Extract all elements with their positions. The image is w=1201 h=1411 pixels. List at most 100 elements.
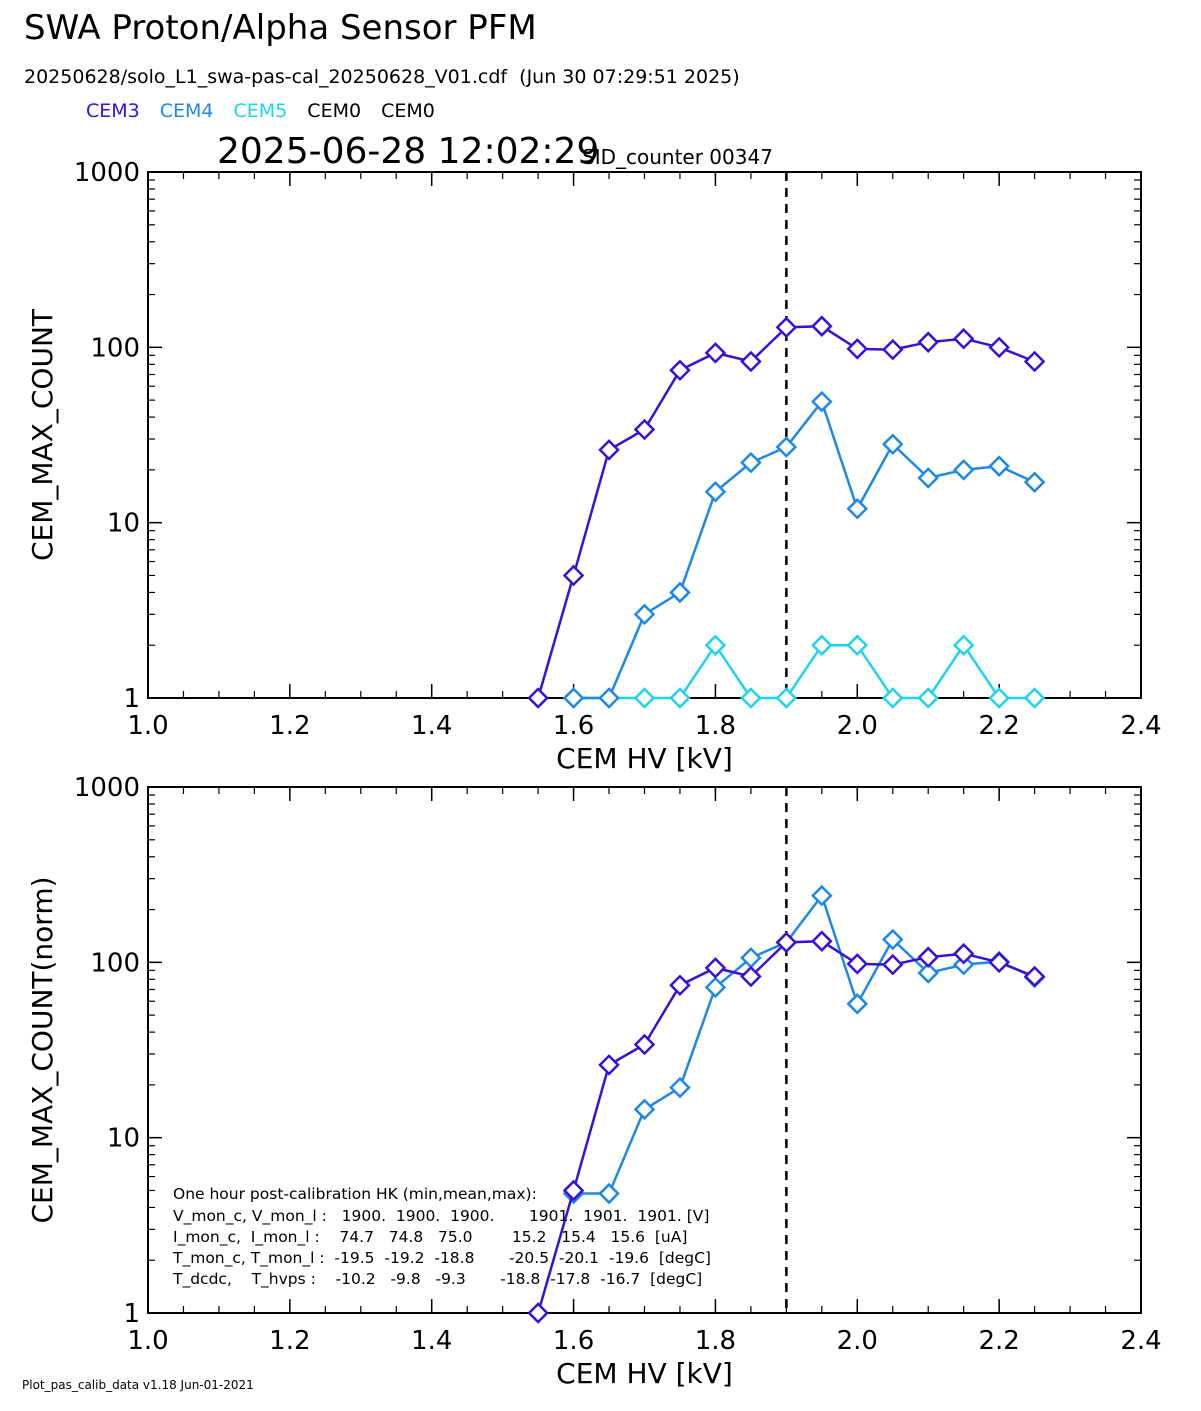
chart-title: SWA Proton/Alpha Sensor PFM	[24, 8, 537, 48]
data-point-cem4	[846, 993, 869, 1015]
x-tick-label: 2.0	[837, 711, 878, 741]
y-tick-label: 1	[123, 684, 140, 714]
legend-item-cem0-a: CEM0	[307, 100, 362, 122]
footer-version: Plot_pas_calib_data v1.18 Jun-01-2021	[22, 1378, 254, 1392]
data-point-cem4	[881, 433, 904, 456]
data-point-cem3	[811, 315, 833, 337]
hk-title: One hour post-calibration HK (min,mean,m…	[173, 1185, 537, 1203]
data-point-cem3	[917, 331, 939, 353]
x-axis-label: CEM HV [kV]	[556, 1357, 733, 1390]
data-point-cem4	[988, 455, 1010, 477]
sid-counter: SID_counter 00347	[582, 145, 773, 169]
data-point-cem3	[669, 974, 691, 997]
data-point-cem5	[811, 634, 833, 656]
y-tick-label: 1000	[74, 158, 140, 188]
data-point-cem5	[669, 687, 691, 709]
data-point-cem4	[740, 451, 762, 474]
x-tick-label: 2.0	[837, 1326, 878, 1356]
data-point-cem4	[669, 1076, 691, 1099]
data-layer	[527, 787, 1046, 1324]
data-point-cem4	[669, 581, 691, 604]
data-point-cem4	[775, 436, 798, 458]
x-tick-label: 1.0	[127, 1326, 168, 1356]
data-point-cem5	[846, 634, 869, 656]
data-point-cem4	[952, 459, 975, 481]
data-point-cem3	[917, 946, 939, 968]
plot-2: 1.0 1.2 1.4 1.6 1.8 2.0 2.2 2.4 1 10 100 1000 CEM HV…	[26, 773, 1162, 1390]
x-tick-label: 1.4	[411, 711, 452, 741]
legend-item-cem5: CEM5	[233, 100, 288, 122]
x-tick-label: 2.4	[1120, 711, 1161, 741]
data-point-cem3	[846, 338, 869, 360]
data-point-cem4	[811, 884, 833, 907]
data-point-cem3	[598, 439, 620, 461]
y-axis-label: CEM_MAX_COUNT(norm)	[26, 876, 59, 1223]
data-layer	[527, 172, 1046, 709]
hk-row: T_mon_c, T_mon_l : -19.5 -19.2 -18.8 -20…	[172, 1249, 711, 1268]
x-axis-label: CEM HV [kV]	[556, 742, 733, 775]
x-tick-label: 1.2	[269, 1326, 310, 1356]
y-tick-label: 100	[90, 948, 140, 978]
data-point-cem5	[740, 687, 762, 709]
legend-item-cem0-b: CEM0	[381, 100, 435, 122]
data-point-cem4	[704, 481, 727, 503]
y-tick-label: 10	[107, 509, 140, 539]
hk-row: T_dcdc, T_hvps : -10.2 -9.8 -9.3 -18.8 -…	[172, 1270, 702, 1289]
data-point-cem3	[952, 327, 975, 350]
data-point-cem3	[740, 350, 762, 373]
x-tick-label: 1.8	[695, 711, 736, 741]
hk-row: I_mon_c, I_mon_l : 74.7 74.8 75.0 15.2 1…	[173, 1228, 687, 1247]
data-point-cem3	[988, 336, 1010, 359]
data-point-cem4	[598, 687, 620, 709]
data-point-cem4	[1023, 471, 1046, 494]
legend: CEM3 CEM4 CEM5 CEM0 CEM0	[86, 100, 435, 122]
data-point-cem3	[704, 957, 727, 979]
x-tick-label: 1.8	[695, 1326, 736, 1356]
data-point-cem4	[633, 603, 656, 626]
x-tick-label: 1.0	[127, 711, 168, 741]
legend-item-cem3: CEM3	[86, 100, 140, 122]
x-tick-label: 1.6	[553, 1326, 594, 1356]
plot-1: 1.0 1.2 1.4 1.6 1.8 2.0 2.2 2.4 1 10 100 1000 CEM HV…	[26, 158, 1162, 775]
data-point-cem4	[917, 467, 939, 489]
data-point-cem3	[704, 342, 727, 364]
data-point-cem3	[669, 359, 691, 382]
hk-text-block: One hour post-calibration HK (min,mean,m…	[172, 1185, 711, 1289]
data-point-cem5	[704, 634, 727, 656]
x-tick-label: 1.2	[269, 711, 310, 741]
data-point-cem4	[704, 976, 727, 999]
data-point-cem5	[917, 687, 939, 709]
y-tick-label: 1000	[74, 773, 140, 803]
x-tick-label: 1.6	[553, 711, 594, 741]
data-point-cem3	[775, 931, 798, 954]
data-point-cem4	[952, 953, 975, 976]
data-point-cem3	[988, 951, 1010, 974]
y-axis-label: CEM_MAX_COUNT	[26, 308, 59, 561]
data-point-cem3	[598, 1054, 620, 1076]
x-tick-label: 2.4	[1120, 1326, 1161, 1356]
data-point-cem3	[846, 953, 869, 975]
data-point-cem3	[881, 953, 904, 976]
data-point-cem4	[811, 390, 833, 413]
chart-subtitle: 20250628/solo_L1_swa-pas-cal_20250628_V0…	[24, 66, 740, 88]
x-tick-label: 2.2	[978, 711, 1019, 741]
legend-item-cem4: CEM4	[159, 100, 214, 122]
x-tick-label: 2.2	[978, 1326, 1019, 1356]
data-point-cem4	[562, 687, 585, 709]
data-point-cem5	[881, 687, 904, 709]
data-point-cem3	[775, 316, 798, 339]
data-point-cem4	[633, 1098, 656, 1121]
data-point-cem3	[562, 564, 585, 587]
data-point-cem3	[1023, 350, 1046, 373]
x-tick-label: 1.4	[411, 1326, 452, 1356]
y-tick-label: 10	[107, 1124, 140, 1154]
data-point-cem3	[527, 687, 549, 709]
data-point-cem3	[952, 942, 975, 965]
y-tick-label: 1	[123, 1299, 140, 1329]
data-point-cem3	[740, 965, 762, 988]
data-point-cem4	[881, 928, 904, 951]
data-point-cem3	[527, 1302, 549, 1324]
data-point-cem3	[633, 1033, 656, 1056]
data-point-cem4	[917, 962, 939, 984]
